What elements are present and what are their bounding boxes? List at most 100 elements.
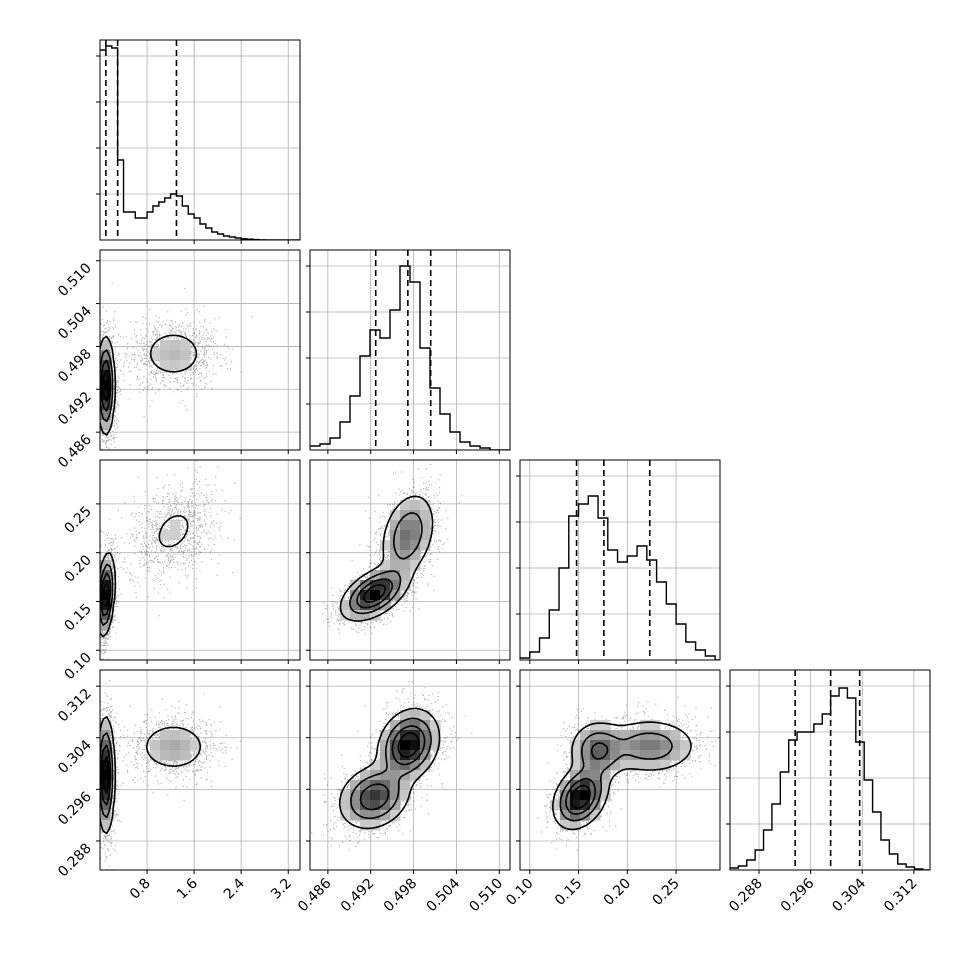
density-cell [570, 740, 581, 751]
density-cell [190, 740, 201, 751]
density-cell [380, 580, 391, 591]
density-cell [390, 810, 401, 821]
density-cell [430, 730, 441, 741]
density-cell [370, 790, 381, 801]
density-cell [390, 720, 401, 731]
density-cell [160, 530, 171, 541]
density-cell [390, 560, 401, 571]
density-cell [180, 340, 191, 351]
density-cell [360, 610, 371, 621]
contour-line [102, 369, 110, 402]
density-cell [400, 750, 411, 761]
x-tick-label: 0.15 [552, 876, 585, 909]
contour-line [100, 572, 112, 617]
contour-line [397, 732, 420, 758]
x-tick-label: 1.6 [174, 875, 201, 902]
density-cell [590, 780, 601, 791]
density-cell [100, 620, 111, 631]
density-cell [430, 740, 441, 751]
density-cell [380, 740, 391, 751]
density-cell [410, 560, 421, 571]
density-cell [160, 340, 171, 351]
density-cell [580, 760, 591, 771]
x-tick-label: 0.510 [466, 876, 506, 916]
density-cell [170, 360, 181, 371]
density-cell [630, 760, 641, 771]
density-cell [400, 530, 411, 541]
density-cell [610, 740, 621, 751]
density-cell [410, 750, 421, 761]
density-cell [380, 540, 391, 551]
panel-frame [99, 249, 301, 451]
contour-line [338, 707, 441, 830]
density-cell [400, 720, 411, 731]
density-cell [390, 780, 401, 791]
x-tick-label: 0.296 [778, 875, 818, 915]
y-tick-label: 0.25 [61, 503, 94, 536]
density-cell [410, 770, 421, 781]
density-cell [550, 800, 561, 811]
density-cell [560, 820, 571, 831]
density-cell [400, 520, 411, 531]
density-cell [170, 750, 181, 761]
density-cell [370, 760, 381, 771]
density-cell [590, 770, 601, 781]
density-cell [360, 600, 371, 611]
density-cell [350, 590, 361, 601]
density-cell [640, 740, 651, 751]
density-cell [640, 750, 651, 761]
density-cell [380, 590, 391, 601]
x-tick-label: 0.492 [338, 876, 378, 916]
density-cell [360, 810, 371, 821]
density-cell [400, 790, 411, 801]
contour-line [100, 744, 112, 806]
density-cell [100, 770, 111, 781]
x-tick-label: 0.288 [726, 876, 766, 916]
density-cell [100, 790, 111, 801]
contour-line [102, 756, 110, 795]
density-cell [560, 810, 571, 821]
density-cell [620, 740, 631, 751]
density-cell [650, 760, 661, 771]
contour-line [350, 717, 432, 820]
contour-line [363, 584, 386, 603]
density-cell [650, 720, 661, 731]
contour-line [100, 515, 189, 638]
density-cell [340, 610, 351, 621]
y-tick-label: 0.10 [61, 650, 94, 683]
density-cell [350, 600, 361, 611]
density-cell [160, 740, 171, 751]
density-cell [660, 740, 671, 751]
scatter-points [100, 460, 241, 660]
contour-line [570, 784, 591, 809]
density-cell [570, 760, 581, 771]
density-cell [650, 730, 661, 741]
density-cell [590, 750, 601, 761]
density-cell [420, 520, 431, 531]
density-cell [410, 540, 421, 551]
density-cell [100, 780, 111, 791]
density-cell [410, 710, 421, 721]
density-cell [420, 760, 431, 771]
density-cell [100, 340, 111, 351]
contour-line [339, 495, 434, 622]
histogram-line [310, 265, 510, 450]
density-cell [370, 820, 381, 831]
x-tick-label: 0.10 [503, 876, 536, 909]
density-cell [410, 520, 421, 531]
density-cell [630, 750, 641, 761]
density-cell [100, 350, 111, 361]
density-cell [340, 600, 351, 611]
y-tick-label: 0.510 [55, 260, 95, 300]
density-cell [580, 770, 591, 781]
panel-plot [310, 681, 473, 851]
density-cell [350, 800, 361, 811]
density-cell [380, 560, 391, 571]
density-cell [100, 420, 111, 431]
x-tick-label: 0.486 [295, 875, 335, 915]
density-cell [430, 720, 441, 731]
density-cell [390, 580, 401, 591]
density-cell [400, 740, 411, 751]
density-cell [410, 530, 421, 541]
density-cell [410, 720, 421, 731]
